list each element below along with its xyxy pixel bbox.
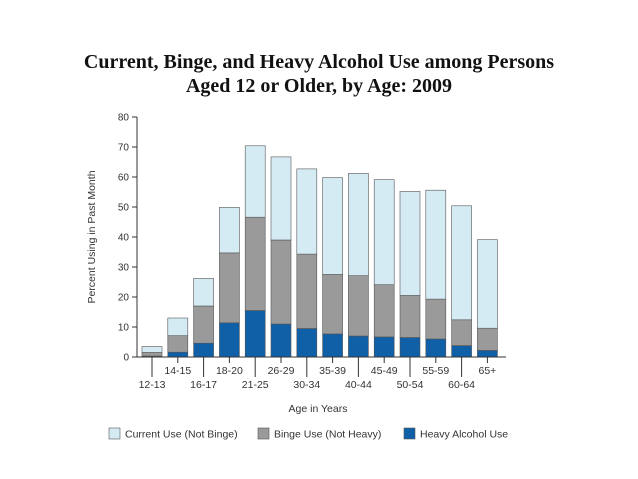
bar-stack-26-29 — [270, 156, 292, 358]
chart-title: Current, Binge, and Heavy Alcohol Use am… — [20, 50, 618, 98]
x-axis: 12-13 14-15 16-17 18-20 21-25 26-29 30-34 35-39… — [137, 356, 506, 415]
legend-item: Heavy Alcohol Use — [403, 427, 508, 441]
x-tick-label: 55-59 — [422, 365, 449, 377]
bar-segment — [167, 335, 189, 353]
bar-stack-60-64 — [451, 205, 472, 358]
bar-segment — [167, 351, 189, 358]
x-tick-label: 26-29 — [268, 365, 295, 377]
chart-title-line-2: Aged 12 or Older, by Age: 2009 — [185, 75, 453, 97]
legend-label: Binge Use (Not Heavy) — [274, 429, 381, 441]
x-tick-label: 14-15 — [164, 365, 191, 377]
bar-segment — [296, 168, 318, 255]
y-tick-label: 80 — [118, 113, 130, 124]
bar-segment — [451, 345, 472, 358]
bar-segment — [141, 346, 163, 353]
legend-label: Current Use (Not Binge) — [125, 429, 238, 441]
y-axis-label: Percent Using in Past Month — [86, 170, 98, 303]
bar-segment — [477, 239, 498, 329]
y-tick-label: 40 — [118, 233, 130, 244]
bar-segment — [348, 275, 369, 337]
bar-stack-45-49 — [373, 179, 395, 358]
bar-stack-30-34 — [296, 168, 318, 358]
bar-segment — [373, 284, 395, 338]
bar-segment — [348, 173, 369, 276]
bar-segment — [244, 145, 266, 218]
bar-segment — [399, 191, 421, 296]
bar-stack-40-44 — [348, 173, 369, 358]
bar-segment — [451, 319, 472, 346]
bar-segment — [322, 177, 343, 275]
x-tick-label: 21-25 — [242, 379, 269, 391]
y-tick-label: 20 — [118, 293, 130, 304]
bar-segment — [193, 305, 214, 344]
legend-item: Current Use (Not Binge) — [108, 427, 238, 441]
x-axis-label: Age in Years — [289, 403, 348, 415]
legend-swatch — [108, 427, 121, 440]
y-tick-label: 70 — [118, 143, 130, 154]
legend-item: Binge Use (Not Heavy) — [257, 427, 381, 441]
bar-segment — [425, 298, 447, 340]
bar-stack-65+ — [477, 239, 498, 358]
x-tick-label: 35-39 — [319, 365, 346, 377]
bar-segment — [219, 252, 240, 324]
bar-segment — [270, 239, 292, 325]
bar-stack-55-59 — [425, 189, 447, 358]
bar-segment — [219, 207, 240, 254]
bar-segment — [373, 179, 395, 285]
x-tick-label: 45-49 — [371, 365, 398, 377]
legend-swatch — [257, 427, 270, 440]
bar-segment — [193, 278, 214, 307]
bars — [141, 145, 498, 358]
bar-segment — [244, 216, 266, 311]
bar-segment — [373, 336, 395, 358]
chart-title-line-1: Current, Binge, and Heavy Alcohol Use am… — [83, 51, 555, 73]
x-tick-label: 16-17 — [190, 379, 217, 391]
bar-segment — [296, 328, 318, 358]
bar-stack-21-25 — [244, 145, 266, 358]
bar-segment — [348, 335, 369, 358]
bar-segment — [399, 337, 421, 358]
bar-stack-50-54 — [399, 191, 421, 358]
y-tick-label: 0 — [123, 353, 129, 364]
bar-stack-12-13 — [141, 346, 163, 358]
bar-segment — [425, 189, 447, 300]
bar-segment — [477, 327, 498, 351]
bar-segment — [193, 342, 214, 358]
x-tick-label: 65+ — [478, 365, 496, 377]
x-tick-label: 50-54 — [397, 379, 424, 391]
y-axis: 0 10 20 30 40 50 60 70 80 Percent Using in Past M… — [86, 113, 138, 364]
bar-segment — [244, 310, 266, 358]
bar-segment — [296, 253, 318, 329]
y-tick-label: 50 — [118, 203, 130, 214]
x-tick-label: 40-44 — [345, 379, 372, 391]
bar-stack-18-20 — [219, 207, 240, 358]
bar-segment — [322, 333, 343, 358]
bar-segment — [219, 322, 240, 358]
legend-swatch — [403, 427, 416, 440]
bar-segment — [451, 205, 472, 321]
y-tick-label: 30 — [118, 263, 130, 274]
y-tick-label: 10 — [118, 323, 130, 334]
bar-stack-16-17 — [193, 278, 214, 358]
bar-segment — [399, 295, 421, 338]
bar-segment — [141, 352, 163, 357]
bar-segment — [477, 350, 498, 358]
x-tick-label: 12-13 — [139, 379, 166, 391]
y-tick-label: 60 — [118, 173, 130, 184]
bar-segment — [270, 156, 292, 241]
bar-segment — [425, 338, 447, 358]
bar-stack-14-15 — [167, 317, 189, 358]
legend: Current Use (Not Binge) Binge Use (Not He… — [108, 427, 508, 441]
bar-segment — [167, 317, 189, 337]
bar-segment — [270, 323, 292, 358]
x-tick-label: 30-34 — [293, 379, 320, 391]
legend-label: Heavy Alcohol Use — [420, 429, 508, 441]
bar-stack-35-39 — [322, 177, 343, 358]
x-tick-label: 60-64 — [448, 379, 475, 391]
bar-segment — [322, 274, 343, 335]
x-tick-label: 18-20 — [216, 365, 243, 377]
